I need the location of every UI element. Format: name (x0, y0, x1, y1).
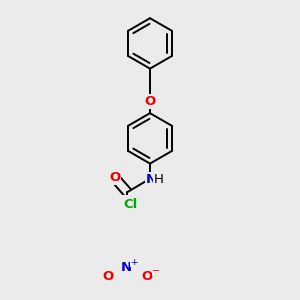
Text: N: N (121, 261, 132, 274)
Text: −: − (152, 266, 160, 276)
Text: O: O (144, 95, 156, 108)
Text: O: O (109, 171, 120, 184)
Text: O: O (102, 270, 114, 283)
Text: Cl: Cl (124, 198, 138, 211)
Text: H: H (154, 173, 163, 186)
Text: N: N (145, 173, 156, 186)
Text: +: + (130, 258, 137, 267)
Text: O: O (142, 270, 153, 283)
